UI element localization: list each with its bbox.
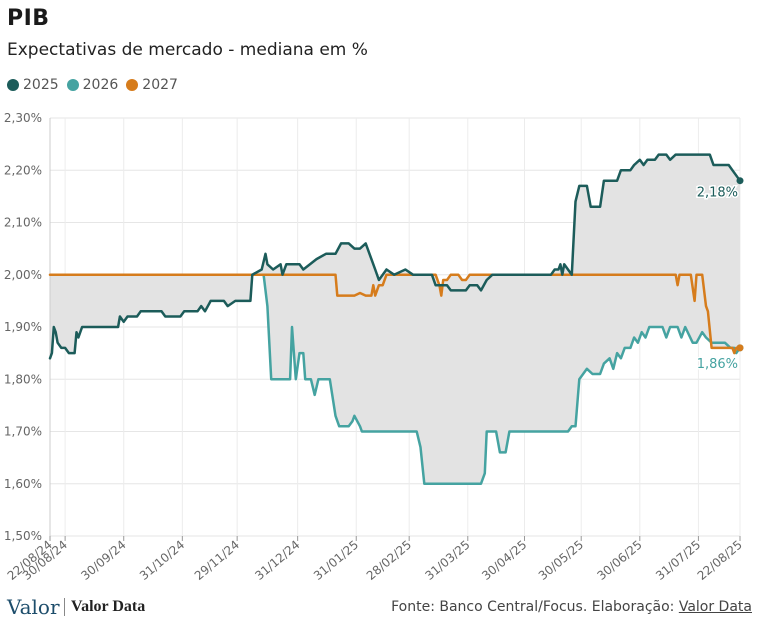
logo-divider xyxy=(64,598,65,616)
legend-label-2027: 2027 xyxy=(142,77,178,93)
series-end-marker-2027 xyxy=(736,344,744,352)
legend-marker-2027 xyxy=(126,79,139,91)
y-tick-label: 1,60% xyxy=(4,477,42,491)
series-line-2025 xyxy=(48,153,742,360)
range-band xyxy=(50,154,740,484)
source-text: Fonte: Banco Central/Focus. Elaboração: xyxy=(391,599,679,615)
legend-label-2026: 2026 xyxy=(82,77,119,93)
chart-subtitle: Expectativas de mercado - mediana em % xyxy=(7,40,368,60)
x-tick-label: 31/07/25 xyxy=(653,538,703,583)
source-note: Fonte: Banco Central/Focus. Elaboração: … xyxy=(391,599,752,615)
y-tick-label: 2,10% xyxy=(4,216,42,230)
y-tick-label: 1,90% xyxy=(4,320,42,334)
valor-logo[interactable]: Valor xyxy=(7,595,60,619)
x-tick-label: 30/04/25 xyxy=(479,538,529,583)
series-lines xyxy=(48,153,744,485)
x-tick-label: 31/03/25 xyxy=(422,538,472,583)
y-tick-label: 2,20% xyxy=(4,163,42,177)
chart-title: PIB xyxy=(7,6,50,31)
end-label-2025: 2,18% xyxy=(697,186,738,201)
legend-marker-2025 xyxy=(7,79,19,91)
series-end-marker-2025 xyxy=(736,177,744,185)
y-tick-label: 2,00% xyxy=(4,268,42,282)
legend-marker-2026 xyxy=(66,79,79,91)
end-labels: 2,18% 1,86% xyxy=(695,184,739,373)
legend-item-2026[interactable]: 2026 xyxy=(66,77,119,93)
legend-item-2025[interactable]: 2025 xyxy=(7,77,59,93)
range-area xyxy=(50,154,740,484)
x-tick-label: 30/05/25 xyxy=(536,538,586,583)
legend: 2025 2026 2027 xyxy=(7,77,178,93)
x-tick-label: 31/01/25 xyxy=(311,538,361,583)
y-tick-label: 2,30% xyxy=(4,111,42,125)
y-tick-label: 1,50% xyxy=(4,529,42,543)
x-tick-label: 31/10/24 xyxy=(137,538,187,583)
x-tick-label: 30/09/24 xyxy=(78,538,128,583)
x-tick-label: 22/08/25 xyxy=(695,538,745,583)
series-line-2026 xyxy=(256,273,742,485)
end-label-2026: 1,86% xyxy=(697,357,738,372)
legend-item-2027[interactable]: 2027 xyxy=(126,77,178,93)
x-tick-label: 28/02/25 xyxy=(364,538,414,583)
x-tick-label: 31/12/24 xyxy=(252,538,302,583)
valor-data-logo[interactable]: Valor Data xyxy=(71,598,146,615)
series-line-2027 xyxy=(48,273,742,355)
y-tick-label: 1,80% xyxy=(4,372,42,386)
footer: Valor Valor Data Fonte: Banco Central/Fo… xyxy=(0,595,762,619)
legend-label-2025: 2025 xyxy=(23,77,59,93)
x-tick-label: 29/11/24 xyxy=(192,538,242,583)
y-tick-label: 1,70% xyxy=(4,425,42,439)
source-link[interactable]: Valor Data xyxy=(678,599,752,615)
x-tick-label: 30/06/25 xyxy=(594,538,644,583)
